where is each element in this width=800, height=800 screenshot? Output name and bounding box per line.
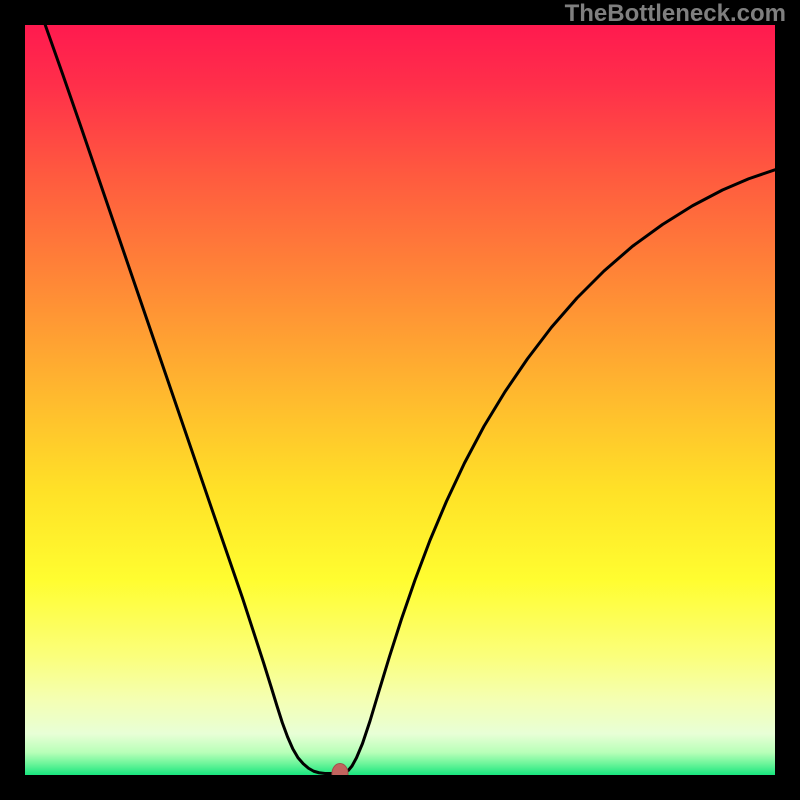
watermark-text: TheBottleneck.com xyxy=(565,0,786,28)
plot-svg xyxy=(25,25,775,775)
gradient-background xyxy=(25,25,775,775)
plot-area xyxy=(25,25,775,775)
